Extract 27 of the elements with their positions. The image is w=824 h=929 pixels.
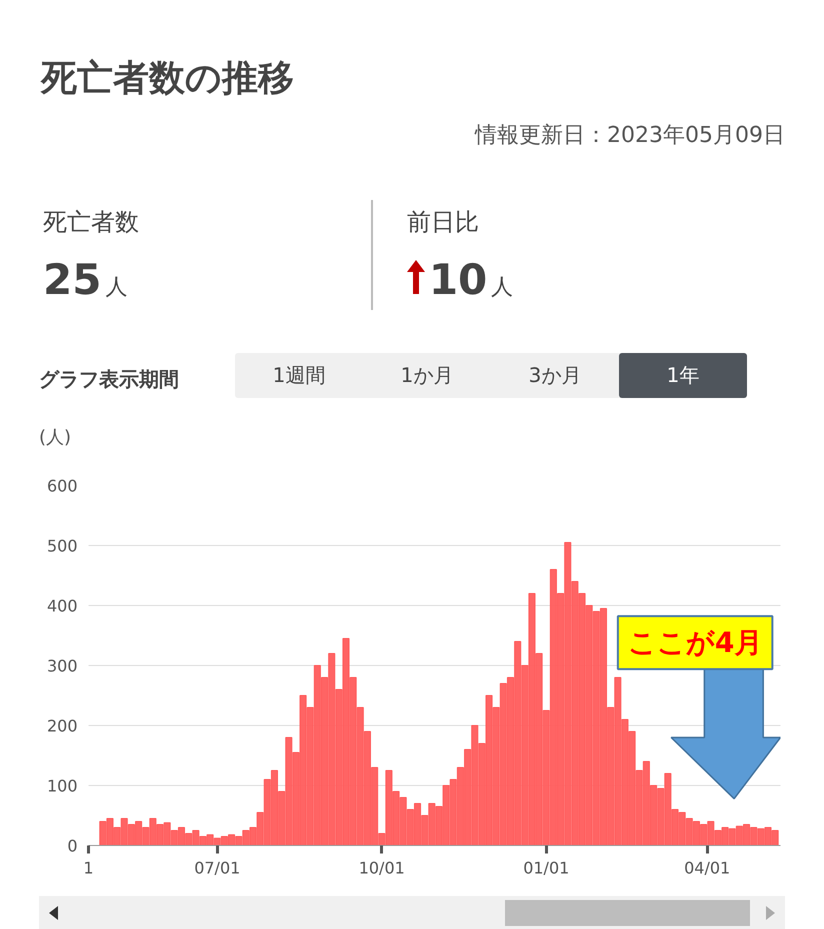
text: 1年 — [619, 353, 747, 398]
text: 1週間 — [272, 362, 326, 389]
y-tick-label: 400 — [46, 596, 78, 616]
x-tick-label: 01/01 — [523, 858, 570, 878]
text: 死亡者数 — [43, 207, 139, 238]
y-tick-label: 100 — [46, 776, 78, 796]
y-tick-label: 200 — [46, 716, 78, 736]
y-tick-label: 300 — [46, 656, 78, 676]
x-tick-label: 10/01 — [358, 858, 405, 878]
y-axis-title: (人) — [39, 425, 72, 451]
x-tick-label: 1 — [83, 858, 94, 878]
text: 前日比 — [407, 207, 479, 238]
text: 人 — [105, 275, 128, 300]
y-tick-label: 500 — [46, 536, 78, 556]
text: 1か月 — [400, 362, 454, 389]
chart-title: 死亡者数の推移 — [41, 57, 294, 101]
text: 10 — [428, 255, 488, 304]
x-tick-label: 07/01 — [194, 858, 240, 878]
text: グラフ表示期間 — [39, 366, 179, 393]
chart-subtitle: 情報更新日：2023年05月09日 — [475, 122, 785, 150]
text: 25 — [43, 255, 102, 304]
x-tick-label: 04/01 — [684, 858, 730, 878]
text: 人 — [491, 275, 514, 300]
text: 3か月 — [528, 362, 582, 389]
y-tick-label: 600 — [46, 476, 78, 496]
y-tick-label: 0 — [67, 836, 78, 856]
annotation: ここが4月 — [628, 626, 762, 660]
